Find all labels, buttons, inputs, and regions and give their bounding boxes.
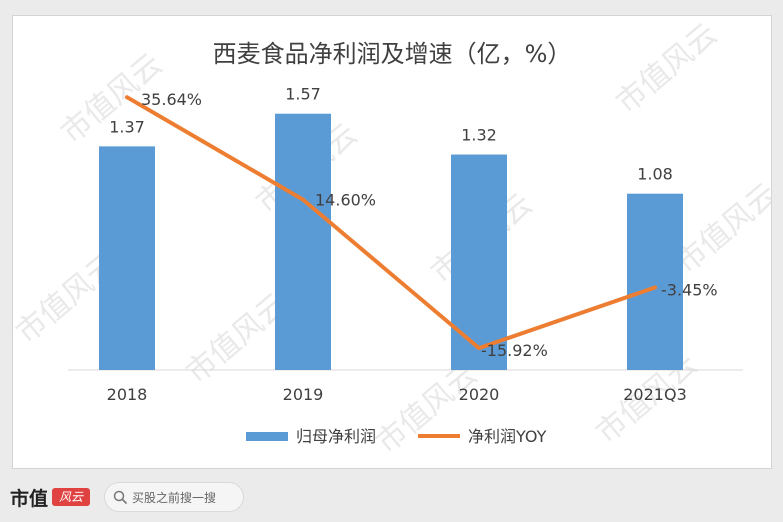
line-label-2021Q3: -3.45% [661,280,718,299]
x-tick-label-2020: 2020 [459,385,500,404]
legend-label-bar: 归母净利润 [296,427,376,446]
search-icon [113,490,127,504]
bar-2020 [451,154,507,370]
footer-bar: 市值 风云 买股之前搜一搜 [0,472,783,522]
chart-title: 西麦食品净利润及增速（亿，%） [213,40,572,68]
legend-swatch-bar [246,432,288,441]
brand-mark: 风云 [52,488,91,506]
search-box[interactable]: 买股之前搜一搜 [104,482,244,512]
line-label-2020: -15.92% [481,341,548,360]
search-placeholder: 买股之前搜一搜 [132,490,217,505]
legend-label-line: 净利润YOY [468,427,547,446]
watermark-text: 市值风云 [670,177,771,281]
brand-logo[interactable]: 市值 风云 [10,484,91,510]
bar-label-2019: 1.57 [285,85,321,104]
chart-svg: 市值风云市值风云市值风云市值风云市值风云市值风云市值风云市值风云市值风云 西麦食… [13,17,771,461]
yoy-line [125,95,657,351]
line-label-2018: 35.64% [141,90,202,109]
bar-2019 [275,113,331,371]
x-tick-label-2021Q3: 2021Q3 [623,385,687,404]
watermark-text: 市值风云 [610,17,724,121]
chart-card: 市值风云市值风云市值风云市值风云市值风云市值风云市值风云市值风云市值风云 西麦食… [12,15,772,469]
bar-label-2018: 1.37 [109,117,145,136]
line-label-2019: 14.60% [315,191,376,210]
x-tick-label-2018: 2018 [107,385,148,404]
bar-2021Q3 [627,193,683,370]
watermark-text: 市值风云 [370,357,484,461]
bar-label-2020: 1.32 [461,126,497,145]
legend: 归母净利润 净利润YOY [246,427,547,446]
bar-2018 [99,146,155,370]
x-tick-label-2019: 2019 [283,385,324,404]
bar-label-2021Q3: 1.08 [637,165,673,184]
brand-text: 市值 [10,487,49,510]
